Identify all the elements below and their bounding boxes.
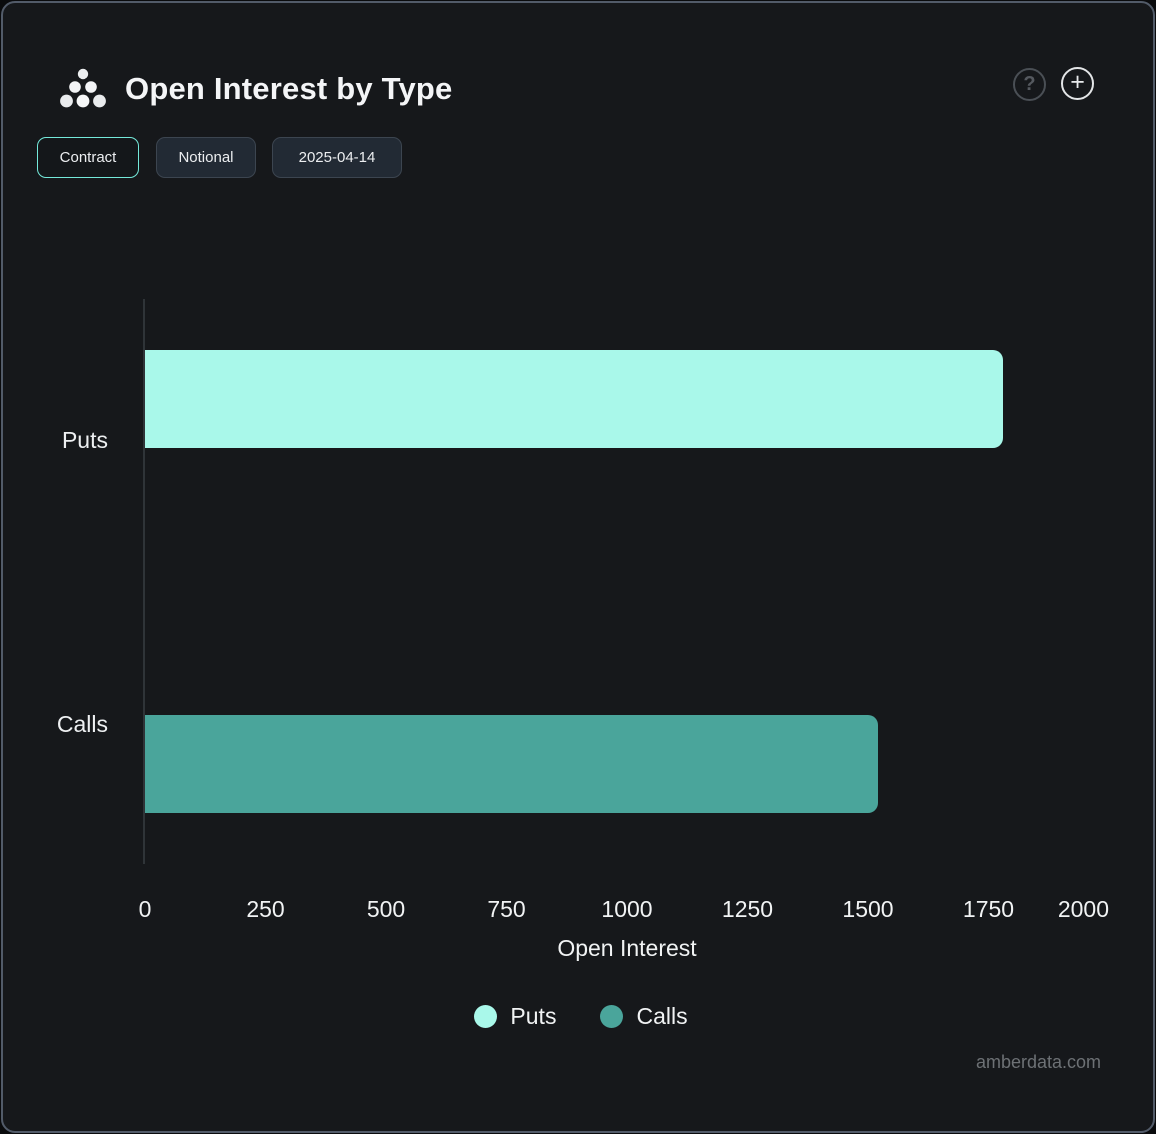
- x-tick: 250: [246, 896, 285, 922]
- tab-contract[interactable]: Contract: [37, 137, 139, 178]
- bar-calls[interactable]: [145, 715, 878, 813]
- legend-dot-icon: [600, 1005, 624, 1028]
- x-tick: 1250: [721, 896, 774, 922]
- x-axis-title: Open Interest: [557, 935, 697, 961]
- x-tick: 2000: [1057, 896, 1109, 922]
- y-label-calls: Calls: [56, 711, 108, 737]
- legend-dot-icon: [474, 1005, 498, 1028]
- x-tick: 1000: [601, 896, 653, 922]
- bar-puts[interactable]: [145, 350, 1003, 448]
- question-mark-icon: ?: [1023, 73, 1036, 95]
- page-title: Open Interest by Type: [125, 71, 453, 106]
- legend-item-puts[interactable]: Puts: [474, 1003, 556, 1030]
- x-tick: 1500: [842, 896, 894, 922]
- amberdata-logo: [60, 68, 106, 108]
- plot-area: [145, 299, 1109, 864]
- x-tick: 750: [487, 896, 526, 922]
- y-label-puts: Puts: [61, 427, 108, 453]
- x-tick: 500: [366, 896, 406, 922]
- add-button[interactable]: +: [1061, 67, 1094, 100]
- watermark: amberdata.com: [975, 1052, 1101, 1072]
- x-tick: 0: [138, 896, 152, 922]
- legend-item-calls[interactable]: Calls: [600, 1003, 688, 1030]
- plus-icon: +: [1070, 67, 1085, 96]
- legend-label: Calls: [636, 1003, 688, 1029]
- tab-notional[interactable]: Notional: [156, 137, 256, 178]
- legend-label: Puts: [510, 1003, 557, 1029]
- y-axis-line: [143, 299, 145, 864]
- x-tick: 1750: [962, 896, 1015, 922]
- x-axis-ticks: 0 250 500 750 1000 1250 1500 1750 2000: [139, 896, 1109, 926]
- help-button[interactable]: ?: [1013, 68, 1046, 101]
- legend: Puts Calls: [3, 1003, 1156, 1030]
- date-selector[interactable]: 2025-04-14: [272, 137, 402, 178]
